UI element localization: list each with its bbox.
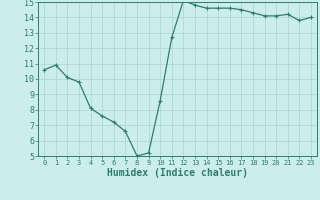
X-axis label: Humidex (Indice chaleur): Humidex (Indice chaleur) bbox=[107, 168, 248, 178]
